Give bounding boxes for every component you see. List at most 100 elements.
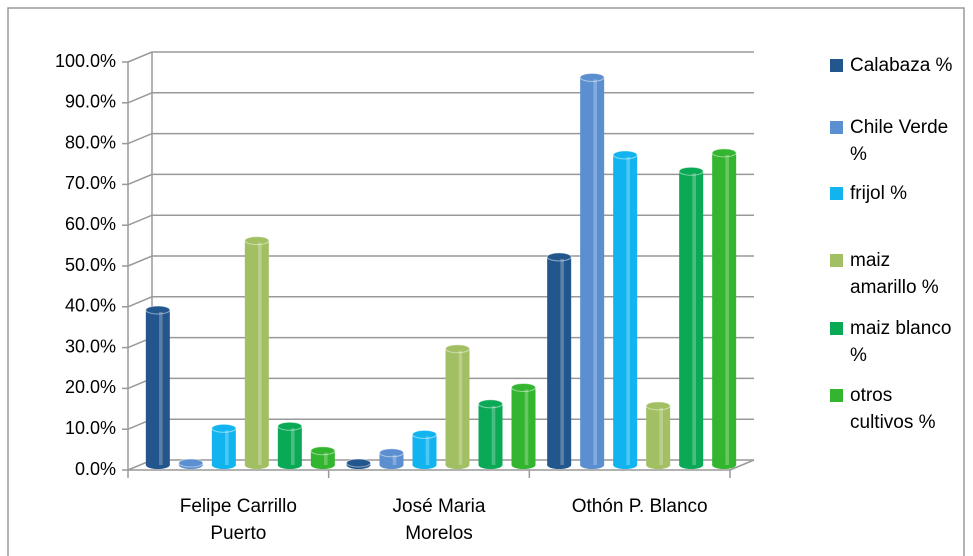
y-tick-label: 40.0% [65, 296, 116, 316]
bar [211, 423, 237, 469]
bar [379, 448, 404, 469]
bar-base [211, 461, 236, 469]
bar [711, 148, 737, 469]
bar-base [145, 461, 170, 469]
bar-top [445, 344, 470, 354]
bar [412, 429, 437, 469]
bar-base [310, 461, 335, 469]
bar-shine [159, 311, 163, 465]
bar-base [679, 461, 704, 469]
legend-swatch [830, 322, 843, 335]
y-tick-label: 70.0% [65, 173, 116, 193]
bar-base [445, 461, 470, 469]
grid-line [127, 173, 754, 186]
bar-top [579, 72, 605, 82]
bar-base [511, 461, 536, 469]
legend-item: frijol % [830, 180, 960, 207]
bar-top [211, 423, 237, 433]
legend-label: Chile Verde % [850, 117, 949, 165]
legend-swatch [830, 59, 843, 72]
bar-top [511, 382, 536, 392]
bar [645, 401, 671, 469]
bar-body [712, 152, 737, 465]
bar-shine [425, 436, 430, 465]
legend-label: maiz amarillo % [850, 250, 939, 298]
grid-line [127, 214, 754, 226]
bar-top [645, 401, 671, 411]
bar-shine [491, 405, 496, 465]
bar-body [244, 240, 269, 465]
bar-body [646, 405, 671, 465]
bar-base [244, 461, 269, 469]
bar-top [244, 236, 270, 246]
bar-base [646, 461, 671, 469]
bar-shine [659, 407, 663, 465]
bar [579, 72, 605, 469]
floor-side [729, 459, 755, 471]
y-tick-label: 10.0% [65, 418, 116, 438]
grid-line [127, 92, 754, 104]
bar-shine [524, 389, 529, 465]
bar-top [277, 421, 303, 431]
bar-shine [324, 452, 328, 465]
bar-shine [626, 156, 630, 466]
bar-body [511, 387, 536, 465]
y-tick-label: 20.0% [65, 377, 116, 397]
bar-top [478, 399, 503, 409]
legend-label: otros cultivos % [850, 385, 936, 433]
bar-shine [593, 79, 597, 466]
y-tick-label: 90.0% [65, 92, 116, 112]
x-tick-label: Othón P. Blanco [571, 496, 708, 517]
bar-base [379, 461, 404, 469]
x-tick-label: José Maria Morelos [392, 496, 486, 544]
bar-base [277, 461, 302, 469]
bar [546, 252, 572, 469]
bar-body [277, 426, 302, 465]
bar [145, 305, 171, 469]
y-tick-label: 50.0% [65, 255, 116, 275]
bar [511, 382, 536, 469]
y-tick-label: 30.0% [65, 336, 116, 356]
bar-top [412, 429, 437, 439]
bar-body [679, 171, 704, 466]
bar-base [412, 461, 437, 469]
legend-label: maiz blanco % [850, 318, 952, 366]
bar-shine [725, 154, 729, 465]
y-tick-label: 60.0% [65, 214, 116, 234]
bar [445, 344, 470, 469]
bar-base [613, 461, 638, 469]
legend-item: maiz amarillo % [830, 247, 960, 301]
bar-shine [560, 258, 564, 465]
bar-body [445, 348, 470, 465]
bar-body [613, 154, 638, 466]
bar-shine [458, 350, 463, 465]
grid-line [127, 132, 754, 145]
legend-swatch [830, 389, 843, 402]
bar-top [678, 166, 704, 176]
bar-body [211, 428, 236, 465]
legend-swatch [830, 254, 843, 267]
legend-item: otros cultivos % [830, 382, 960, 436]
bar-base [580, 461, 605, 469]
legend-label: Calabaza % [850, 55, 953, 76]
bar-base [547, 461, 572, 469]
legend-item: Chile Verde % [830, 114, 960, 168]
bar-top [310, 446, 336, 456]
bar-top [379, 448, 404, 458]
legend-swatch [830, 121, 843, 134]
bar-base [478, 461, 503, 469]
legend-label: frijol % [850, 183, 908, 204]
bar [310, 446, 336, 469]
bar-top [546, 252, 572, 262]
bar-top [346, 458, 371, 468]
bar-body [145, 309, 170, 465]
x-tick-label: Felipe Carrillo Puerto [179, 496, 297, 544]
bar-shine [392, 454, 397, 465]
y-tick-label: 80.0% [65, 132, 116, 152]
bar-shine [225, 430, 229, 465]
bar [178, 458, 204, 469]
bar-top [612, 150, 638, 160]
legend-item: Calabaza % [830, 52, 960, 79]
